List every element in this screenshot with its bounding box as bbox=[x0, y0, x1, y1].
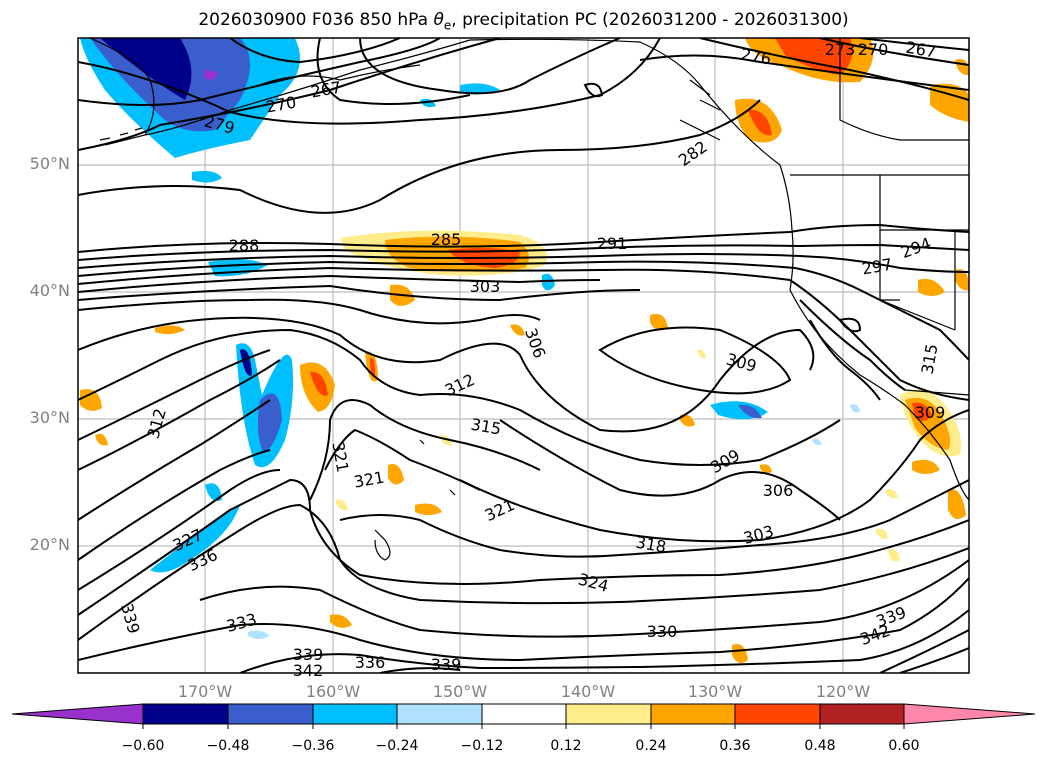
colorbar-tick-label: 0.60 bbox=[888, 738, 920, 754]
map-title: 2026030900 F036 850 hPa θe, precipitatio… bbox=[198, 10, 849, 33]
contour-label: 336 bbox=[355, 653, 386, 672]
plot-frame bbox=[77, 37, 970, 674]
colorbar-tick-label: −0.36 bbox=[291, 738, 335, 754]
colorbar-tick-label: −0.48 bbox=[206, 738, 250, 754]
colorbar-max-extend bbox=[903, 703, 1036, 725]
contour-label: 285 bbox=[431, 230, 462, 249]
colorbar bbox=[11, 703, 1036, 729]
colorbar-tick-label: 0.48 bbox=[804, 738, 836, 754]
contour-label: 342 bbox=[293, 661, 324, 680]
colorbar-tick-label: 0.24 bbox=[635, 738, 667, 754]
contour-label: 303 bbox=[470, 277, 501, 296]
lat-label: 20°N bbox=[29, 535, 70, 554]
colorbar-tick-label: 0.12 bbox=[550, 738, 582, 754]
colorbar-tick-label: −0.24 bbox=[375, 738, 419, 754]
colorbar-swatch bbox=[481, 703, 567, 725]
contour-label: 306 bbox=[763, 481, 794, 500]
colorbar-swatch bbox=[650, 703, 736, 725]
lon-label: 140°W bbox=[560, 682, 616, 701]
colorbar-min-extend bbox=[11, 703, 144, 725]
lon-label: 160°W bbox=[305, 682, 361, 701]
contour-label: 291 bbox=[597, 234, 628, 253]
colorbar-swatch bbox=[312, 703, 398, 725]
colorbar-tick-label: −0.12 bbox=[460, 738, 504, 754]
contour-label: 273 bbox=[825, 40, 856, 59]
contour-label: 270 bbox=[858, 40, 889, 59]
colorbar-swatch bbox=[734, 703, 821, 725]
contour-label: 309 bbox=[915, 403, 946, 422]
colorbar-swatch bbox=[227, 703, 314, 725]
coastlines bbox=[89, 38, 969, 561]
colorbar-swatch bbox=[142, 703, 229, 725]
lon-label: 130°W bbox=[687, 682, 743, 701]
colorbar-tick-label: 0.36 bbox=[719, 738, 751, 754]
contour-label: 339 bbox=[293, 645, 324, 664]
colorbar-swatch bbox=[819, 703, 905, 725]
colorbar-tick-label: −0.60 bbox=[121, 738, 165, 754]
contour-label: 339 bbox=[431, 655, 462, 674]
contour-label: 288 bbox=[229, 236, 260, 255]
lon-label: 120°W bbox=[815, 682, 871, 701]
lon-label: 150°W bbox=[432, 682, 488, 701]
colorbar-swatch bbox=[565, 703, 652, 725]
precip-negative bbox=[80, 38, 860, 639]
lat-label: 30°N bbox=[29, 408, 70, 427]
lat-label: 50°N bbox=[29, 154, 70, 173]
lat-label: 40°N bbox=[29, 281, 70, 300]
colorbar-swatch bbox=[396, 703, 483, 725]
contour-label: 330 bbox=[647, 622, 678, 641]
lon-label: 170°W bbox=[177, 682, 233, 701]
